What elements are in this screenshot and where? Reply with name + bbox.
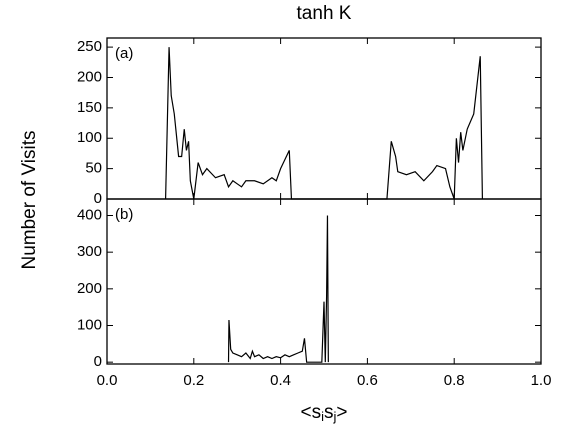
panel-label: (b) <box>115 206 133 223</box>
plot-frame <box>106 198 542 365</box>
x-axis-label-part: > <box>336 402 347 423</box>
y-tick-label: 200 <box>77 280 102 297</box>
x-tick-label: 0.8 <box>444 372 465 389</box>
y-tick-label: 0 <box>94 353 102 370</box>
x-tick-label: 0.0 <box>97 372 118 389</box>
x-tick-label: 1.0 <box>531 372 552 389</box>
x-tick-label: 0.6 <box>357 372 378 389</box>
x-axis-label-part: j <box>333 409 337 424</box>
y-axis-label: Number of Visits <box>19 130 40 269</box>
y-tick-label: 0 <box>94 190 102 207</box>
x-axis-label-part: i <box>321 409 324 424</box>
panel-label: (a) <box>115 45 133 62</box>
x-axis-label-part: <s <box>301 402 322 423</box>
data-line <box>227 215 329 363</box>
x-axis-label: <sisj> <box>301 402 348 424</box>
y-tick-label: 200 <box>77 68 102 85</box>
x-tick-label: 0.4 <box>270 372 291 389</box>
x-axis-label-part: s <box>324 402 334 423</box>
y-tick-label: 400 <box>77 206 102 223</box>
plot-frame <box>106 37 542 200</box>
y-tick-label: 150 <box>77 99 102 116</box>
y-tick-label: 250 <box>77 38 102 55</box>
data-line <box>164 47 484 200</box>
x-tick-label: 0.2 <box>183 372 204 389</box>
y-tick-label: 100 <box>77 129 102 146</box>
chart-title: tanh K <box>297 3 352 24</box>
y-tick-label: 50 <box>85 160 102 177</box>
y-tick-label: 100 <box>77 316 102 333</box>
y-tick-label: 300 <box>77 243 102 260</box>
